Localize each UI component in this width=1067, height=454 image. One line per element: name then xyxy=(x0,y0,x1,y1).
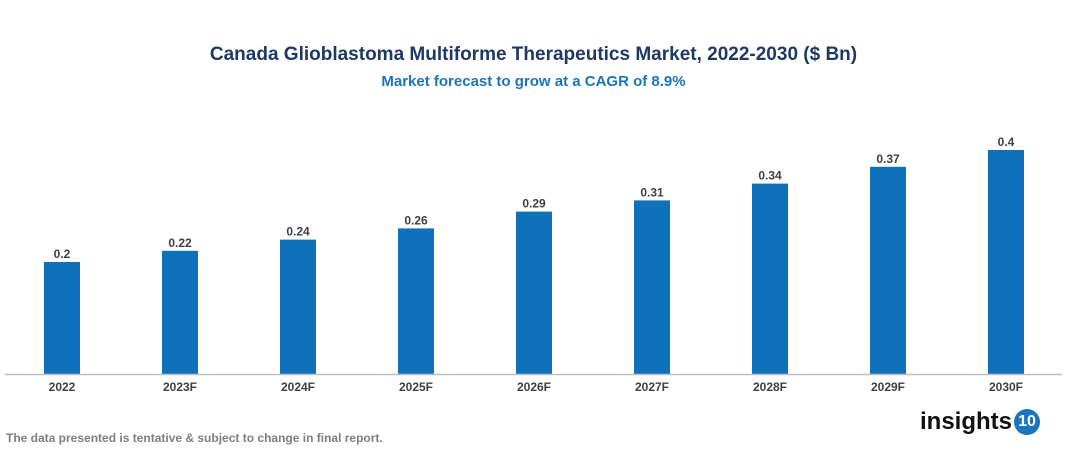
bar xyxy=(752,183,788,374)
x-tick-label: 2024F xyxy=(281,380,315,394)
insights10-logo: insights 10 xyxy=(920,408,1041,436)
bar xyxy=(988,150,1024,374)
data-label: 0.2 xyxy=(54,247,71,261)
data-label: 0.31 xyxy=(640,185,664,199)
bar xyxy=(280,239,316,374)
bar xyxy=(162,250,198,374)
x-tick-label: 2025F xyxy=(399,380,433,394)
chart-title: Canada Glioblastoma Multiforme Therapeut… xyxy=(209,44,858,65)
x-tick-label: 2029F xyxy=(871,380,905,394)
x-tick-label: 2027F xyxy=(635,380,669,394)
data-label: 0.22 xyxy=(168,236,192,250)
bar xyxy=(516,211,552,374)
chart-subtitle: Market forecast to grow at a CAGR of 8.9… xyxy=(381,73,686,90)
logo-text: insights xyxy=(920,408,1013,435)
disclaimer-note: The data presented is tentative & subjec… xyxy=(6,431,383,445)
x-tick-label: 2026F xyxy=(517,380,551,394)
bar xyxy=(398,228,434,374)
data-label: 0.37 xyxy=(876,152,900,166)
data-label: 0.24 xyxy=(286,225,310,239)
data-label: 0.4 xyxy=(998,135,1015,149)
bar xyxy=(44,262,80,374)
bar xyxy=(870,166,906,374)
data-label: 0.34 xyxy=(758,169,782,183)
x-tick-label: 2022 xyxy=(49,380,76,394)
x-tick-label: 2028F xyxy=(753,380,787,394)
bar xyxy=(634,200,670,374)
logo-badge: 10 xyxy=(1014,409,1041,435)
x-tick-label: 2023F xyxy=(163,380,197,394)
data-label: 0.26 xyxy=(404,213,428,227)
x-tick-label: 2030F xyxy=(989,380,1023,394)
bar-chart: 0.2 2022 0.22 2023F 0.24 2024F 0.26 2025F 0.29 20… xyxy=(5,135,1062,394)
data-label: 0.29 xyxy=(522,197,546,211)
